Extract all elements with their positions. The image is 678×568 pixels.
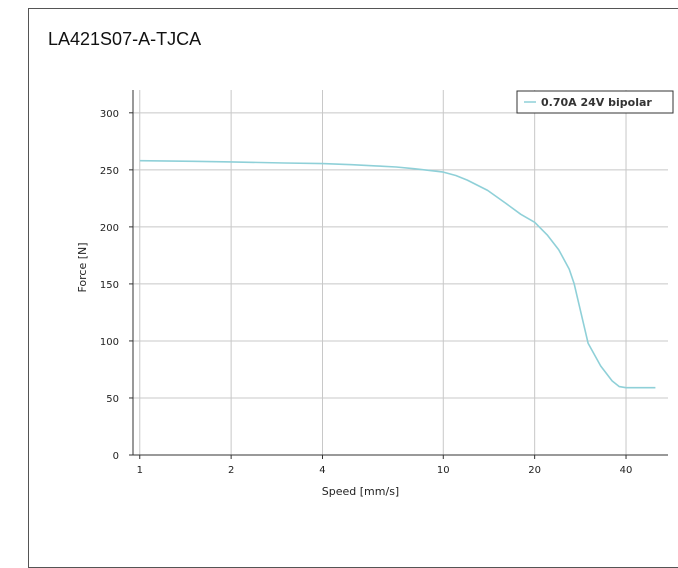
legend-box xyxy=(516,90,674,114)
x-tick-label: 2 xyxy=(228,465,234,476)
grid-lines xyxy=(133,90,668,455)
series-line xyxy=(139,159,656,389)
y-tick-label: 100 xyxy=(100,337,119,348)
chart-title: LA421S07-A-TJCA xyxy=(48,29,202,49)
x-tick-label: 40 xyxy=(620,465,633,476)
x-axis-label: Speed [mm/s] xyxy=(322,485,399,498)
y-tick-label: 0 xyxy=(113,451,119,462)
x-tick-label: 20 xyxy=(528,465,541,476)
x-tick-label: 10 xyxy=(437,465,450,476)
y-tick-label: 250 xyxy=(100,166,119,177)
y-axis-label: Force [N] xyxy=(76,242,89,292)
y-tick-label: 200 xyxy=(100,223,119,234)
x-tick-label: 4 xyxy=(319,465,325,476)
y-tick-label: 50 xyxy=(106,394,119,405)
legend-label: 0.70A 24V bipolar xyxy=(541,96,652,109)
x-tick-label: 1 xyxy=(137,465,143,476)
series-lines xyxy=(139,159,656,389)
axes xyxy=(129,90,668,459)
legend: 0.70A 24V bipolar xyxy=(516,90,674,114)
y-tick-label: 300 xyxy=(100,109,119,120)
x-tick-labels: 1 2 4 10 20 40 xyxy=(137,465,633,476)
y-tick-label: 150 xyxy=(100,280,119,291)
force-speed-chart: 1 2 4 10 20 40 0 50 100 150 200 250 300 Speed [mm/s… xyxy=(76,90,674,498)
y-tick-labels: 0 50 100 150 200 250 300 xyxy=(100,109,119,462)
